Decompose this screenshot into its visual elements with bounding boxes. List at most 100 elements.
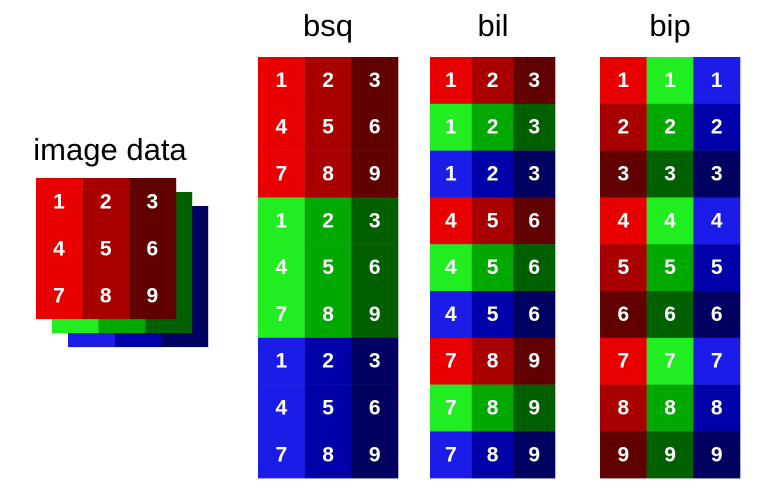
cell [258, 150, 305, 198]
cell [471, 244, 514, 292]
cell [600, 103, 647, 151]
cell [351, 291, 399, 338]
cell [471, 103, 514, 151]
cell-number: 6 [369, 116, 381, 139]
cell-number: 2 [322, 69, 334, 92]
cell-number: 4 [445, 256, 457, 279]
cell-number: 8 [487, 350, 499, 373]
cell-number: 1 [445, 163, 457, 186]
cell-number: 9 [528, 397, 540, 420]
cell [304, 103, 352, 151]
cell-number: 6 [711, 303, 723, 326]
cell [513, 384, 556, 432]
cell [646, 291, 694, 338]
cell [646, 197, 694, 245]
cell [36, 272, 83, 320]
cell-number: 6 [618, 303, 630, 326]
cell [129, 225, 177, 273]
cell-number: 1 [53, 191, 65, 214]
cell [351, 57, 399, 104]
cell [513, 103, 556, 151]
cell-number: 6 [528, 256, 540, 279]
cell [129, 272, 177, 320]
cell-number: 3 [528, 163, 540, 186]
cell-number: 4 [664, 209, 676, 232]
cell [82, 272, 130, 320]
cell [430, 291, 472, 338]
cell-number: 2 [487, 69, 499, 92]
cell-number: 3 [369, 209, 381, 232]
cell-number: 7 [445, 443, 457, 466]
cell [258, 103, 305, 151]
cell-number: 2 [664, 116, 676, 139]
cell [646, 150, 694, 198]
cell-number: 7 [445, 397, 457, 420]
image-data-title: image data [33, 132, 187, 167]
cell [600, 244, 647, 292]
cell [129, 178, 177, 226]
cell [693, 337, 741, 385]
cell-number: 7 [664, 350, 676, 373]
cell-number: 9 [711, 443, 723, 466]
cell-number: 9 [147, 285, 159, 308]
cell-number: 6 [528, 303, 540, 326]
cell [430, 244, 472, 292]
cell [693, 384, 741, 432]
cell-number: 1 [276, 350, 288, 373]
cell [351, 150, 399, 198]
cell-number: 5 [322, 397, 334, 420]
cell-number: 2 [322, 209, 334, 232]
cell-number: 6 [664, 303, 676, 326]
cell [82, 178, 130, 226]
cell [304, 57, 352, 104]
cell [513, 150, 556, 198]
cell [36, 225, 83, 273]
cell [430, 103, 472, 151]
cell-number: 4 [445, 209, 457, 232]
cell-number: 5 [711, 256, 723, 279]
cell [471, 57, 514, 104]
cell-number: 5 [487, 303, 499, 326]
cell [646, 244, 694, 292]
cell [351, 337, 399, 385]
cell-number: 3 [618, 163, 630, 186]
cell-number: 8 [487, 397, 499, 420]
cell-number: 8 [664, 397, 676, 420]
cell [351, 244, 399, 292]
cell [351, 103, 399, 151]
cell-number: 3 [369, 69, 381, 92]
cell-number: 7 [276, 303, 288, 326]
cell-number: 3 [528, 116, 540, 139]
cell [430, 197, 472, 245]
cell-number: 2 [711, 116, 723, 139]
cell-number: 4 [276, 116, 288, 139]
cell [600, 291, 647, 338]
cell [82, 225, 130, 273]
cell-number: 7 [445, 350, 457, 373]
cell-number: 4 [618, 209, 630, 232]
cell [513, 197, 556, 245]
cell [471, 384, 514, 432]
cell-number: 8 [322, 163, 334, 186]
cell-number: 6 [147, 238, 159, 261]
cell-number: 7 [276, 443, 288, 466]
cell [646, 103, 694, 151]
cell-number: 5 [322, 256, 334, 279]
cell [600, 197, 647, 245]
cell-number: 5 [487, 256, 499, 279]
cell [693, 150, 741, 198]
cell [646, 57, 694, 104]
cell-number: 2 [618, 116, 630, 139]
cell [304, 244, 352, 292]
cell-number: 5 [618, 256, 630, 279]
cell [471, 150, 514, 198]
bil-title: bil [477, 8, 508, 43]
cell [304, 150, 352, 198]
cell [693, 244, 741, 292]
cell-number: 4 [276, 256, 288, 279]
bip-title: bip [649, 8, 690, 43]
cell [304, 384, 352, 432]
cell-number: 2 [487, 163, 499, 186]
cell [430, 431, 472, 479]
cell [258, 431, 305, 479]
